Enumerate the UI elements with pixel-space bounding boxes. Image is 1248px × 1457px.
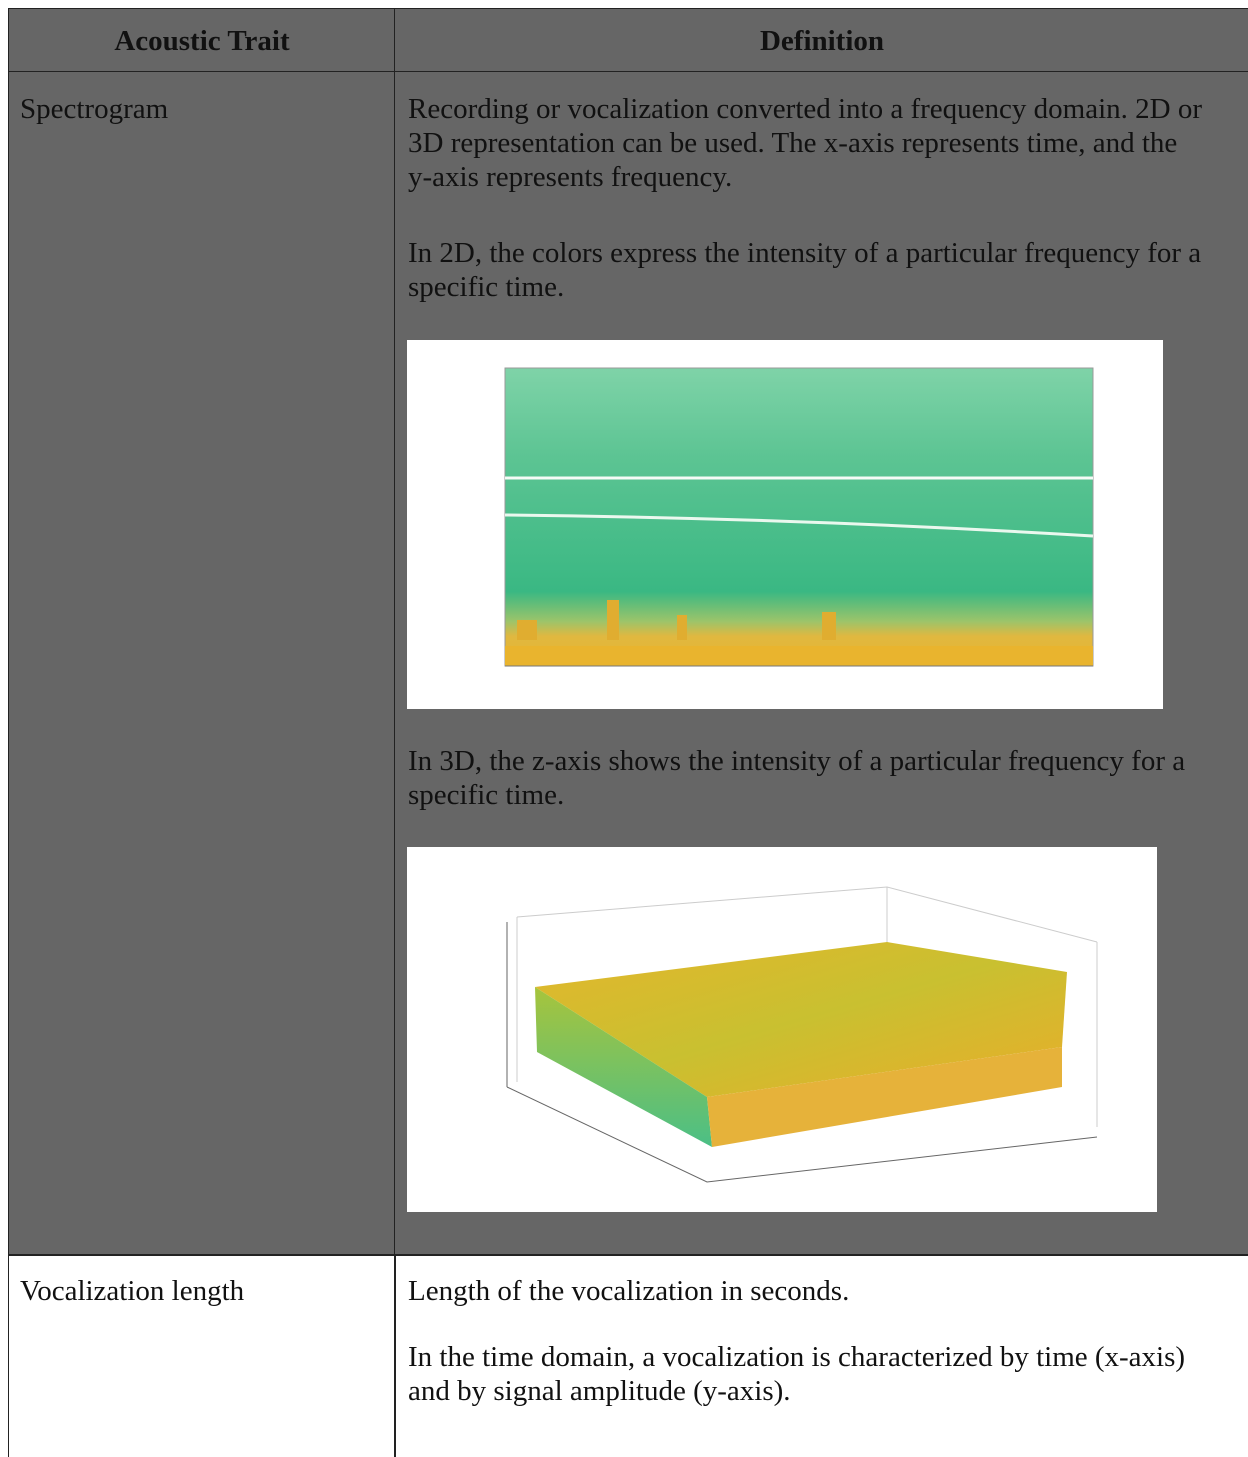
paragraph: In 3D, the z-axis shows the intensity of… bbox=[408, 745, 1186, 811]
definition-cell bbox=[394, 1254, 1248, 1457]
spectrogram-2d-image bbox=[407, 340, 1163, 709]
paragraph: Length of the vocalization in seconds. bbox=[408, 1275, 850, 1307]
header-text: Definition bbox=[759, 25, 885, 57]
header-cell: Acoustic Trait bbox=[8, 8, 396, 73]
trait-text: Vocalization length bbox=[20, 1275, 245, 1307]
paragraph: In the time domain, a vocalization is ch… bbox=[408, 1341, 1186, 1407]
spectrogram-3d-image bbox=[407, 847, 1157, 1212]
header-text: Acoustic Trait bbox=[114, 25, 290, 57]
trait-cell bbox=[8, 71, 396, 1256]
trait-text: Spectrogram bbox=[20, 93, 169, 125]
header-cell: Definition bbox=[394, 8, 1248, 73]
trait-cell bbox=[8, 1254, 396, 1457]
paragraph: Recording or vocalization converted into… bbox=[408, 93, 1203, 193]
paragraph: In 2D, the colors express the intensity … bbox=[408, 237, 1202, 303]
